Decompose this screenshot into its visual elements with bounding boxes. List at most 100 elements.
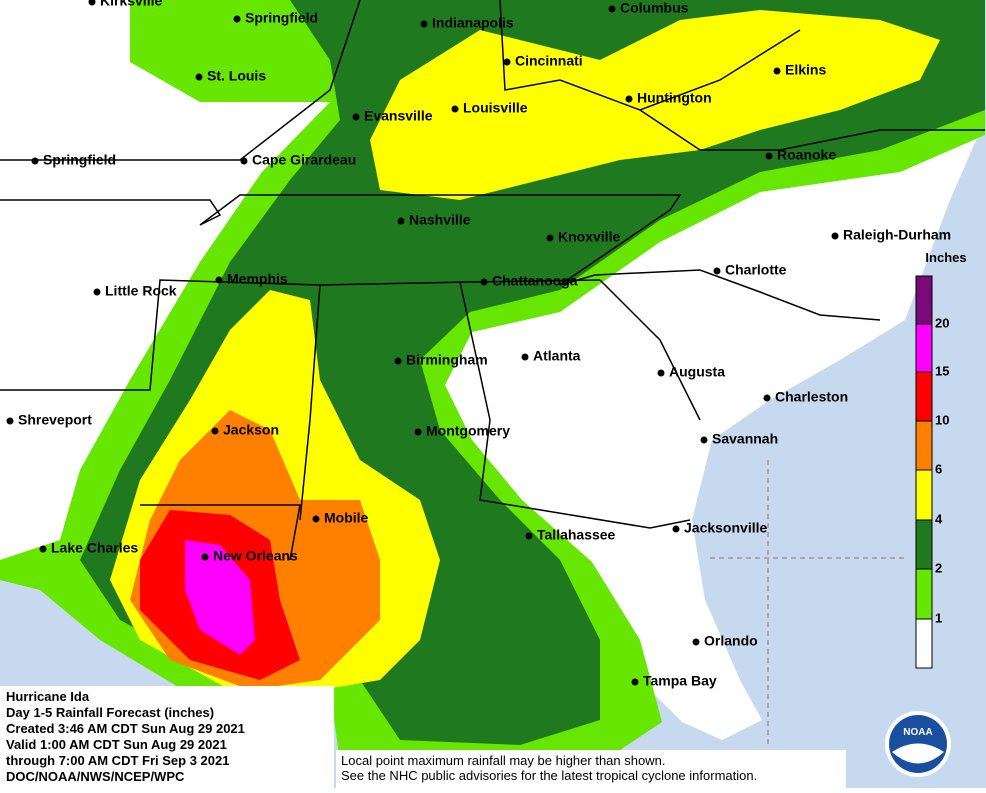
city-label: Indianapolis [432,15,514,31]
city-label: Nashville [409,212,471,228]
city-label: Lake Charles [51,540,138,556]
note-line: Local point maximum rainfall may be high… [341,753,665,768]
city-label: Cincinnati [515,53,583,69]
info-line: Valid 1:00 AM CDT Sun Aug 29 2021 [6,737,227,752]
info-line: DOC/NOAA/NWS/NCEP/WPC [6,769,185,784]
city-label: Birmingham [406,352,488,368]
info-line: Day 1-5 Rainfall Forecast (inches) [6,705,214,720]
city-label: Raleigh-Durham [843,227,951,243]
city-label: St. Louis [207,68,266,84]
city-label: Orlando [704,633,758,649]
city-dot [451,105,459,113]
city-label: Evansville [364,108,433,124]
city-dot [525,532,533,540]
city-label: Cape Girardeau [252,152,356,168]
city-dot [88,0,96,6]
state-lines [0,0,985,561]
city-label: Springfield [245,10,318,26]
city-label: Montgomery [426,423,510,439]
city-label: Tampa Bay [643,673,717,689]
city-dot [692,638,700,646]
legend-title: Inches [925,250,966,265]
city-label: Shreveport [18,412,92,428]
city-label: Memphis [227,271,288,287]
legend-value: 10 [935,412,949,427]
city-dot [608,5,616,13]
city-dot [6,417,14,425]
note-line: See the NHC public advisories for the la… [341,768,757,783]
city-dot [352,113,360,121]
city-label: Springfield [43,152,116,168]
city-label: Augusta [669,364,725,380]
city-dot [672,525,680,533]
city-dot [215,276,223,284]
city-dot [195,73,203,81]
city-dot [394,357,402,365]
city-label: Huntington [637,90,712,106]
city-dot [480,278,488,286]
city-dot [700,436,708,444]
noaa-logo: NOAA [885,711,951,777]
city-label: Columbus [620,0,689,16]
info-box [0,686,334,788]
legend-value: 1 [935,610,942,625]
city-label: Tallahassee [537,527,616,543]
city-dot [312,515,320,523]
city-dot [420,20,428,28]
city-labels: Kirksville Springfield Indianapolis Columbu… [6,0,951,689]
city-label: Charlotte [725,262,787,278]
city-dot [93,288,101,296]
city-label: Charleston [775,389,848,405]
city-dot [773,67,781,75]
city-dot [211,427,219,435]
info-line: through 7:00 AM CDT Fri Sep 3 2021 [6,753,229,768]
city-dot [31,157,39,165]
city-label: Louisville [463,100,528,116]
city-dot [397,217,405,225]
city-label: Roanoke [777,147,836,163]
city-label: Mobile [324,510,369,526]
city-dot [39,545,47,553]
legend-value: 15 [935,363,949,378]
city-dot [713,267,721,275]
city-dot [831,232,839,240]
city-label: Savannah [712,431,778,447]
city-dot [503,58,511,66]
city-label: Elkins [785,62,826,78]
city-dot [546,234,554,242]
city-label: New Orleans [213,548,298,564]
city-label: Knoxville [558,229,620,245]
rain-15-20 [185,540,255,655]
city-label: Little Rock [105,283,177,299]
legend-value: 20 [935,315,949,330]
city-dot [763,394,771,402]
legend-value: 4 [935,511,943,526]
city-dot [631,678,639,686]
city-label: Jacksonville [684,520,767,536]
city-dot [233,15,241,23]
info-line: Hurricane Ida [6,689,90,704]
info-line: Created 3:46 AM CDT Sun Aug 29 2021 [6,721,245,736]
city-label: Jackson [223,422,279,438]
logo-text: NOAA [903,727,932,738]
note-box [336,750,846,788]
city-label: Kirksville [100,0,162,9]
notes: Local point maximum rainfall may be high… [341,753,757,783]
legend-bar [915,275,933,669]
city-dot [765,152,773,160]
legend-value: 6 [935,461,942,476]
city-label: Chattanooga [492,273,578,289]
city-dot [201,553,209,561]
city-dot [414,428,422,436]
city-label: Atlanta [533,348,581,364]
forecast-grid [710,460,905,745]
city-dot [240,157,248,165]
legend-value: 2 [935,560,942,575]
city-dot [657,369,665,377]
city-dot [521,353,529,361]
legend-values: 20 15 10 6 4 2 1 [935,315,949,625]
city-dot [625,95,633,103]
